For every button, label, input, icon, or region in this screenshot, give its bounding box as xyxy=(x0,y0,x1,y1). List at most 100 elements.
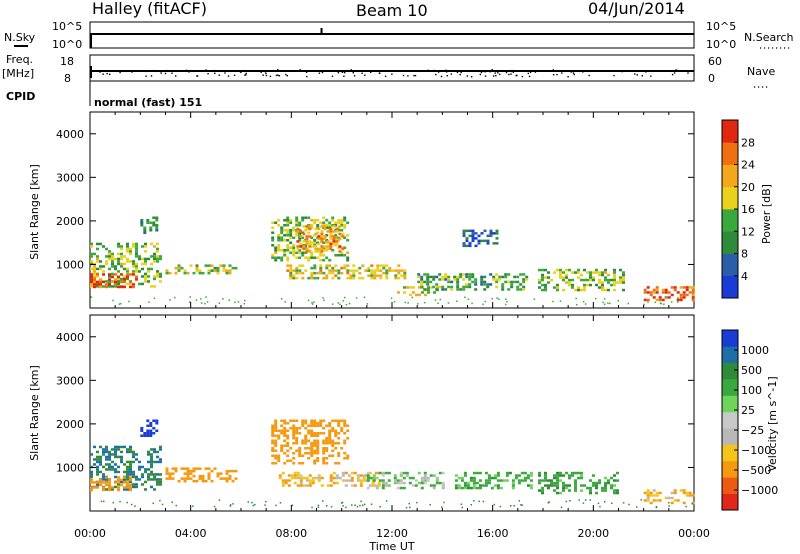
data-cell xyxy=(465,229,469,233)
data-cell xyxy=(156,480,159,484)
data-cell xyxy=(132,265,135,268)
data-cell xyxy=(553,474,556,477)
data-cell xyxy=(510,283,514,286)
data-cell xyxy=(159,483,162,486)
data-cell xyxy=(670,293,674,297)
data-cell xyxy=(120,255,123,258)
ground-speck xyxy=(348,302,351,305)
data-cell xyxy=(302,247,306,251)
data-cell xyxy=(487,479,491,482)
data-cell xyxy=(177,264,181,267)
data-cell xyxy=(341,232,345,236)
data-cell xyxy=(301,454,305,457)
data-cell xyxy=(544,479,547,482)
data-cell xyxy=(93,285,96,289)
data-cell xyxy=(589,489,592,492)
data-cell xyxy=(373,274,377,277)
ground-speck xyxy=(533,298,536,300)
data-cell xyxy=(90,481,93,484)
data-cell xyxy=(277,249,281,252)
ground-speck xyxy=(470,504,473,506)
data-cell xyxy=(126,468,129,471)
data-cell xyxy=(293,476,297,480)
nsky-tick-right-top: 10^5 xyxy=(706,20,736,33)
data-cell xyxy=(679,489,683,492)
data-cell xyxy=(562,288,565,292)
data-cell xyxy=(329,479,333,482)
data-cell xyxy=(117,465,120,469)
data-cell xyxy=(305,484,309,487)
data-cell xyxy=(316,231,320,234)
data-cell xyxy=(225,271,229,275)
data-cell xyxy=(316,439,320,442)
data-cell xyxy=(652,291,656,294)
data-cell xyxy=(295,442,299,445)
data-cell xyxy=(571,283,574,287)
nave-dot xyxy=(634,73,636,75)
data-cell xyxy=(105,458,108,461)
data-cell xyxy=(308,479,312,482)
data-cell xyxy=(108,453,111,456)
data-cell xyxy=(481,484,485,487)
data-cell xyxy=(93,463,96,466)
data-cell xyxy=(418,293,421,297)
data-cell xyxy=(168,477,172,480)
data-cell xyxy=(356,479,360,482)
data-cell xyxy=(129,460,132,464)
nave-dot xyxy=(160,72,162,74)
data-cell xyxy=(495,232,499,235)
data-cell xyxy=(126,247,129,251)
data-cell xyxy=(343,236,347,239)
data-cell xyxy=(135,485,138,489)
data-cell xyxy=(504,280,508,284)
data-cell xyxy=(108,463,111,466)
data-cell xyxy=(105,455,108,459)
data-cell xyxy=(598,281,601,284)
data-cell xyxy=(685,494,689,497)
data-cell xyxy=(129,252,132,256)
data-cell xyxy=(292,274,296,277)
data-cell xyxy=(337,271,341,275)
x-tick-label: 00:00 xyxy=(74,527,106,540)
data-cell xyxy=(331,454,335,457)
data-cell xyxy=(274,259,278,262)
data-cell xyxy=(289,266,293,270)
data-cell xyxy=(420,278,424,281)
data-cell xyxy=(329,235,333,238)
colorbar-swatch xyxy=(722,477,738,494)
data-cell xyxy=(514,474,518,477)
ground-speck xyxy=(576,303,578,306)
data-cell xyxy=(379,264,383,267)
nave-dot xyxy=(437,71,440,73)
data-cell xyxy=(504,275,508,279)
data-cell xyxy=(396,486,400,490)
nave-dot xyxy=(224,72,226,74)
data-cell xyxy=(120,458,123,461)
ground-speck xyxy=(407,302,409,304)
data-cell xyxy=(301,219,305,222)
ground-speck xyxy=(363,503,366,506)
data-cell xyxy=(117,252,120,256)
nave-dot xyxy=(245,72,247,75)
data-cell xyxy=(583,484,586,487)
data-cell xyxy=(153,448,156,451)
data-cell xyxy=(307,216,311,219)
data-cell xyxy=(310,422,314,425)
ground-speck xyxy=(506,300,508,303)
data-cell xyxy=(471,273,475,276)
data-cell xyxy=(338,476,342,480)
data-cell xyxy=(123,488,126,491)
data-cell xyxy=(607,281,610,284)
data-cell xyxy=(304,256,308,259)
data-cell xyxy=(317,476,321,480)
data-cell xyxy=(289,221,293,224)
ground-speck xyxy=(161,503,164,506)
data-cell xyxy=(117,245,120,248)
ground-speck xyxy=(640,499,642,501)
data-cell xyxy=(429,280,433,284)
power-panel-frame xyxy=(89,111,695,309)
ground-speck xyxy=(460,503,463,505)
data-cell xyxy=(301,419,305,422)
data-cell xyxy=(408,476,412,480)
data-cell xyxy=(126,481,129,484)
